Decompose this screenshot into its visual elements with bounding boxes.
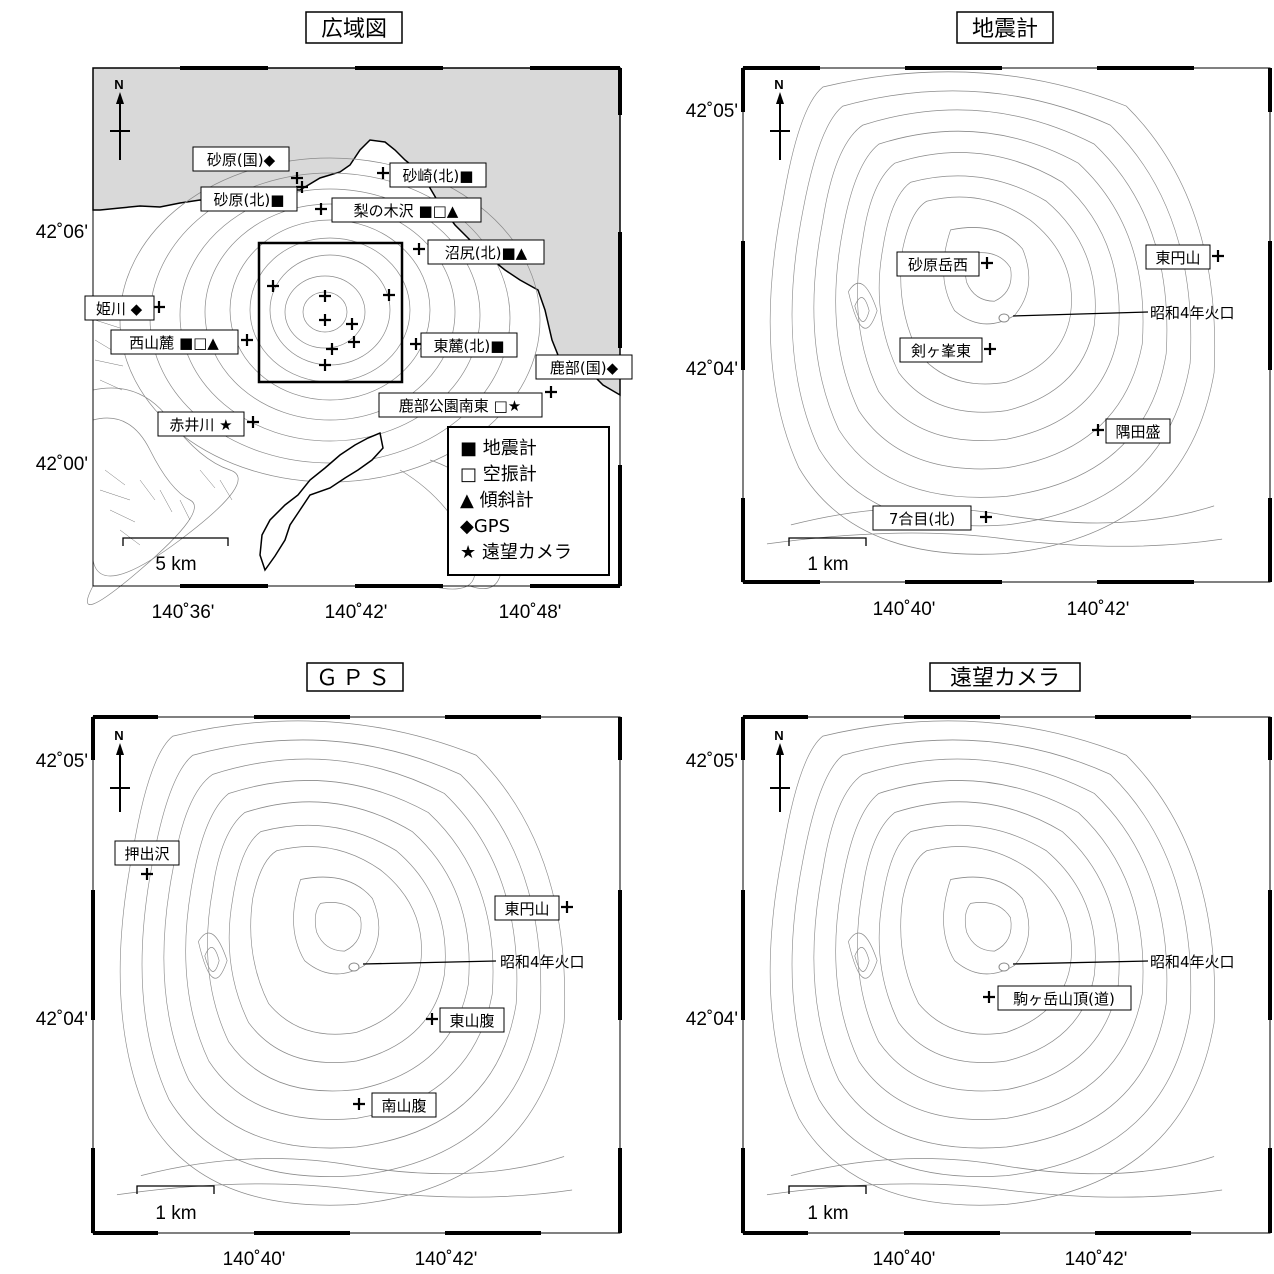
frame-tick-bars (741, 715, 1272, 1235)
panel-title: 広域図 (321, 17, 387, 42)
panel-seismometer: 地震計 42˚05' 42˚04' 140˚40' 140˚42' N 1 km (686, 11, 1272, 620)
panel-gps: ＧＰＳ 42˚05' 42˚04' 140˚40' 140˚42' N 1 km (36, 662, 622, 1270)
frame-tick-bars (91, 715, 622, 1235)
crater-marker (998, 962, 1010, 972)
station-label: 東麓(北)■ (434, 337, 505, 355)
station-label: 赤井川 ★ (169, 416, 232, 434)
lon-label: 140˚48' (499, 602, 562, 623)
lon-label: 140˚42' (325, 602, 388, 623)
station-labels: 砂原(国)◆ 砂原(北)■ 砂崎(北)■ 梨の木沢 ■□▲ 沼尻(北)■▲ 姫川… (84, 146, 633, 437)
station-label: 昭和4年火口 (1150, 953, 1235, 971)
station-label: 7合目(北) (889, 510, 955, 528)
north-arrow: N (770, 77, 790, 160)
station-label: 東円山 (1155, 249, 1200, 267)
panel-wide: 広域図 42˚06' 42˚00 (36, 11, 633, 623)
lon-label: 140˚36' (152, 602, 215, 623)
legend-item: ◆GPS (460, 516, 510, 537)
lon-label: 140˚40' (873, 1249, 936, 1270)
station-label: 隅田盛 (1115, 423, 1160, 441)
station-label: 砂原(国)◆ (207, 151, 276, 169)
scale-bar: 1 km (788, 537, 867, 575)
panel-title: 遠望カメラ (950, 666, 1060, 691)
station-label: 西山麓 ■□▲ (129, 334, 219, 352)
crater-leader-line (362, 960, 497, 965)
station-labels: 砂原岳西 東円山 昭和4年火口 剣ヶ峯東 隅田盛 7合目(北) (872, 244, 1235, 531)
station-label: 昭和4年火口 (500, 953, 585, 971)
lon-label: 140˚40' (873, 599, 936, 620)
station-label: 東円山 (504, 900, 549, 918)
legend-item: ▲ 傾斜計 (460, 490, 534, 511)
panel-title-box (305, 11, 403, 44)
lon-label: 140˚40' (223, 1249, 286, 1270)
panel-camera: 遠望カメラ 42˚05' 42˚04' 140˚40' 140˚42' N 1 … (686, 662, 1272, 1270)
station-markers (983, 991, 995, 1003)
legend: ■ 地震計 □ 空振計 ▲ 傾斜計 ◆GPS ★ 遠望カメラ (447, 426, 610, 576)
svg-text:1 km: 1 km (807, 554, 848, 575)
svg-text:5 km: 5 km (155, 554, 196, 575)
station-label: 沼尻(北)■▲ (445, 244, 528, 262)
station-label: 昭和4年火口 (1150, 304, 1235, 322)
svg-text:N: N (114, 728, 123, 743)
station-label: 砂原岳西 (908, 256, 968, 274)
crater-leader-line (1012, 960, 1149, 965)
svg-text:N: N (114, 77, 123, 92)
lat-label: 42˚04' (686, 359, 738, 380)
inset-frame (257, 241, 404, 384)
station-label: 梨の木沢 ■□▲ (354, 202, 459, 220)
station-label: 剣ヶ峯東 (911, 342, 971, 360)
scale-bar: 1 km (136, 1185, 215, 1224)
station-label: 姫川 ◆ (96, 300, 143, 318)
lon-label: 140˚42' (415, 1249, 478, 1270)
station-label: 駒ヶ岳山頂(道) (1013, 990, 1115, 1008)
lat-label: 42˚04' (686, 1009, 738, 1030)
lat-label: 42˚00' (36, 454, 88, 475)
svg-text:N: N (774, 77, 783, 92)
legend-item: ★ 遠望カメラ (460, 542, 572, 563)
panel-title-box (929, 662, 1081, 692)
lat-label: 42˚05' (686, 751, 738, 772)
frame-tick-bars (741, 66, 1272, 584)
svg-text:N: N (774, 728, 783, 743)
lon-label: 140˚42' (1067, 599, 1130, 620)
crater-marker (998, 313, 1010, 323)
panel-title-box (956, 11, 1054, 44)
legend-item: ■ 地震計 (460, 438, 537, 459)
svg-text:1 km: 1 km (807, 1203, 848, 1224)
lon-label: 140˚42' (1065, 1249, 1128, 1270)
scale-bar: 5 km (122, 537, 229, 575)
station-label: 南山腹 (381, 1097, 426, 1115)
station-markers (141, 868, 573, 1110)
panel-title: ＧＰＳ (316, 666, 394, 691)
north-arrow: N (110, 728, 130, 812)
crater-marker (348, 962, 360, 972)
station-labels: 押出沢 東円山 昭和4年火口 東山腹 南山腹 (114, 840, 585, 1118)
station-label: 押出沢 (124, 845, 169, 863)
legend-item: □ 空振計 (460, 464, 537, 485)
lat-label: 42˚06' (36, 222, 88, 243)
station-markers (153, 167, 557, 428)
north-arrow: N (110, 77, 130, 160)
station-label: 砂原(北)■ (214, 191, 285, 209)
station-label: 鹿部公園南東 □★ (399, 397, 521, 415)
station-label: 砂崎(北)■ (403, 167, 474, 185)
station-label: 東山腹 (449, 1012, 494, 1030)
station-label: 鹿部(国)◆ (550, 359, 619, 377)
lat-label: 42˚05' (686, 101, 738, 122)
frame-tick-bars (180, 66, 622, 588)
panel-title-box (306, 662, 404, 692)
station-labels: 昭和4年火口 駒ヶ岳山頂(道) (997, 953, 1235, 1011)
station-markers (980, 250, 1224, 523)
lake-outline (259, 431, 384, 572)
lat-label: 42˚04' (36, 1009, 88, 1030)
panel-title: 地震計 (972, 17, 1038, 42)
lat-label: 42˚05' (36, 751, 88, 772)
north-arrow: N (770, 728, 790, 812)
svg-text:1 km: 1 km (155, 1203, 196, 1224)
scale-bar: 1 km (788, 1185, 867, 1224)
crater-leader-line (1012, 311, 1149, 317)
